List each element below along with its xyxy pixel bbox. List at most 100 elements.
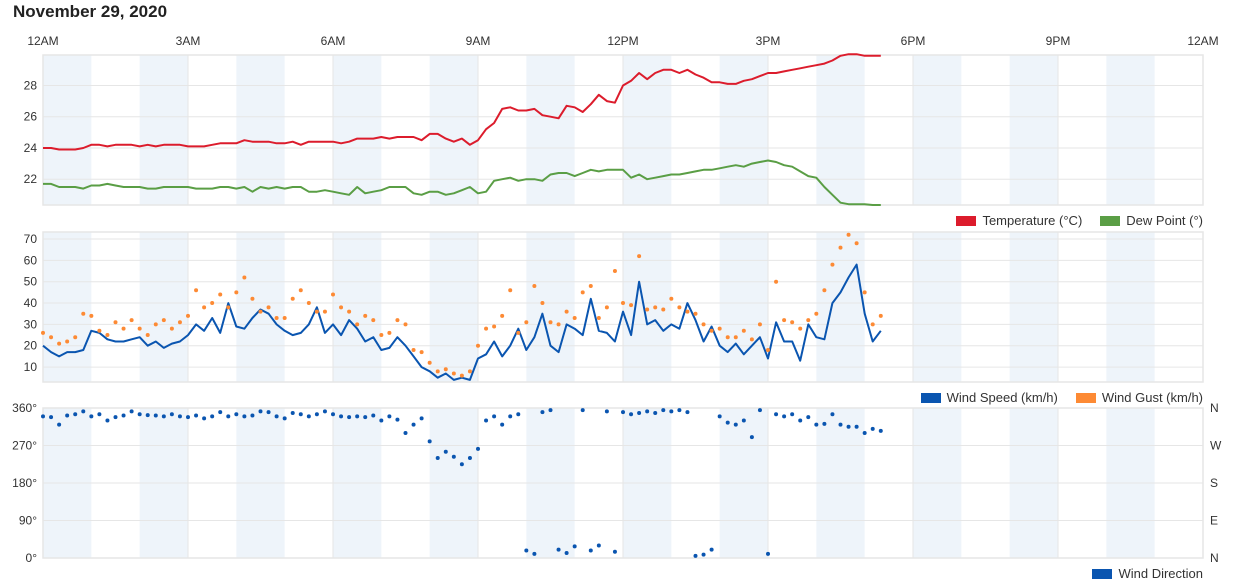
data-point-wind-gust-km-h- [411,347,416,352]
data-point-wind-direction [355,414,360,419]
data-point-wind-gust-km-h- [532,283,537,288]
data-point-wind-gust-km-h- [709,328,714,333]
y-tick-label: 70 [24,232,38,246]
data-point-wind-gust-km-h- [161,318,166,323]
x-tick-label: 9AM [466,34,491,48]
compass-tick-label: N [1210,401,1219,415]
data-point-wind-gust-km-h- [339,305,344,310]
data-point-wind-gust-km-h- [830,262,835,267]
data-point-wind-gust-km-h- [347,309,352,314]
data-point-wind-gust-km-h- [508,288,513,293]
data-point-wind-gust-km-h- [57,341,62,346]
data-point-wind-direction [725,420,730,425]
data-point-wind-direction [572,544,577,549]
legend-item-wind-direction[interactable]: Wind Direction [1092,566,1203,581]
data-point-wind-direction [250,413,255,418]
data-point-wind-gust-km-h- [733,335,738,340]
data-point-wind-gust-km-h- [798,326,803,331]
hour-band [429,55,478,205]
data-point-wind-gust-km-h- [862,290,867,295]
data-point-wind-direction [588,548,593,553]
data-point-wind-direction [65,413,70,418]
data-point-wind-direction [427,439,432,444]
data-point-wind-direction [814,422,819,427]
data-point-wind-gust-km-h- [169,326,174,331]
hour-band [429,232,478,382]
data-point-wind-direction [637,411,642,415]
data-point-wind-gust-km-h- [451,371,456,376]
data-point-wind-direction [621,410,625,415]
data-point-wind-direction [322,409,327,414]
data-point-wind-direction [484,418,489,423]
data-point-wind-direction [508,414,513,419]
wind-gust-swatch [1075,392,1096,403]
y-tick-label: 10 [24,360,38,374]
data-point-wind-gust-km-h- [65,339,70,344]
data-point-wind-direction [878,428,883,433]
data-point-wind-gust-km-h- [49,335,54,340]
data-point-wind-gust-km-h- [218,292,223,297]
data-point-wind-direction [798,418,803,423]
chart-panel-2: 0° N 90° E 180° S 270° W 360° N [12,401,1222,565]
hour-band [1106,232,1155,382]
dew-point-swatch [1100,215,1121,226]
data-point-wind-direction [757,408,762,413]
data-point-wind-direction [846,424,851,429]
data-point-wind-direction [564,551,569,555]
hour-band [623,55,672,205]
data-point-wind-direction [371,413,376,418]
data-point-wind-direction [709,547,714,552]
hour-band [719,232,768,382]
data-point-wind-direction [451,454,456,459]
data-point-wind-direction [274,414,279,419]
data-point-wind-direction [669,409,674,414]
plot-frame [42,407,1204,559]
data-point-wind-direction [677,408,682,413]
x-tick-label: 6AM [321,34,346,48]
data-point-wind-gust-km-h- [774,279,779,284]
legend-item-temperature[interactable]: Temperature (°C) [956,213,1082,228]
data-point-wind-gust-km-h- [725,335,730,340]
data-point-wind-direction [838,422,843,427]
legend-item-dew-point[interactable]: Dew Point (°) [1100,213,1203,228]
data-point-wind-gust-km-h- [870,322,875,327]
data-point-wind-gust-km-h- [314,309,319,314]
x-tick-label: 12AM [1187,34,1218,48]
data-point-wind-gust-km-h- [878,313,883,318]
data-point-wind-gust-km-h- [435,369,440,374]
data-point-wind-gust-km-h- [153,322,158,327]
series-line-dew-point- [43,159,881,206]
data-point-wind-gust-km-h- [298,288,303,293]
data-point-wind-gust-km-h- [266,305,271,310]
compass-tick-label: S [1210,476,1218,490]
data-point-wind-gust-km-h- [701,322,706,327]
data-point-wind-gust-km-h- [854,241,859,246]
legend-item-wind-gust[interactable]: Wind Gust (km/h) [1075,390,1203,405]
data-point-wind-gust-km-h- [250,296,255,301]
data-point-wind-gust-km-h- [97,328,102,333]
data-point-wind-direction [548,408,553,413]
legend-item-wind-speed[interactable]: Wind Speed (km/h) [920,390,1058,405]
y-tick-label: 30 [24,317,38,331]
data-point-wind-direction [153,413,158,418]
hour-band [1106,55,1155,205]
data-point-wind-direction [121,413,126,418]
data-point-wind-gust-km-h- [661,307,666,312]
data-point-wind-gust-km-h- [371,318,376,323]
data-point-wind-direction [749,435,754,440]
data-point-wind-direction [113,415,118,420]
data-point-wind-gust-km-h- [677,305,682,310]
data-point-wind-direction [524,548,529,553]
data-point-wind-gust-km-h- [282,315,287,320]
data-point-wind-gust-km-h- [588,283,593,288]
y-tick-label: 180° [12,476,37,490]
data-point-wind-direction [363,415,368,420]
hour-band [333,55,382,205]
data-point-wind-direction [580,408,585,413]
data-point-wind-direction [258,409,263,414]
data-point-wind-direction [612,549,617,554]
data-point-wind-direction [661,408,666,413]
data-point-wind-direction [105,418,110,423]
data-point-wind-direction [532,551,537,556]
